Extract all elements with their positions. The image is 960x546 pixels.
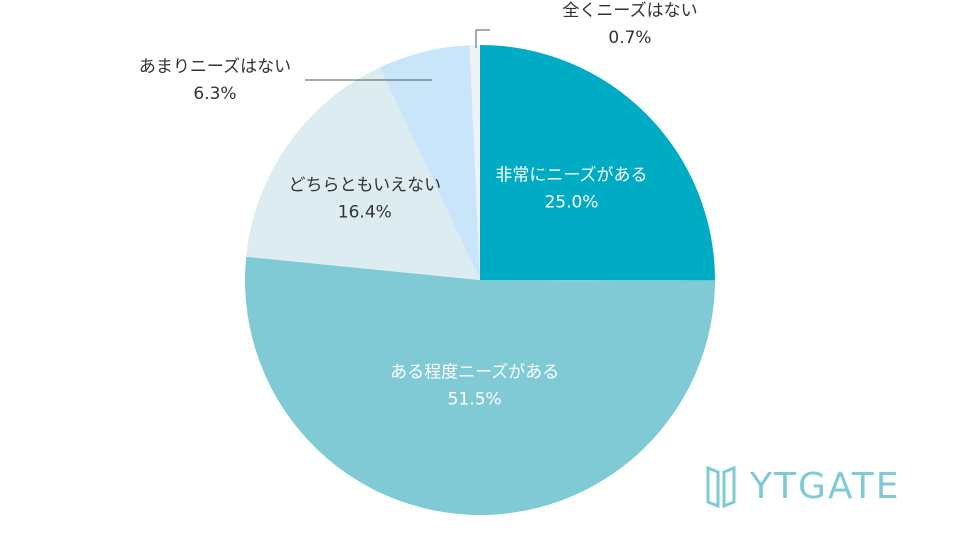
slice-label: 非常にニーズがある (495, 166, 647, 186)
slice-label: どちらともいえない (288, 176, 441, 196)
slice-value: 51.5% (448, 390, 502, 410)
slice-value: 0.7% (608, 28, 651, 48)
slice-value: 25.0% (544, 193, 598, 213)
pie-slice (244, 256, 715, 516)
leader-line (475, 29, 490, 48)
logo-text: YTGATE (749, 466, 900, 507)
pie-slice (379, 45, 480, 280)
pie-slice (246, 67, 480, 280)
logo-icon (706, 465, 736, 509)
slice-label: ある程度ニーズがある (390, 363, 559, 383)
slice-value: 16.4% (338, 203, 392, 223)
slice-label: あまりニーズはない (139, 57, 291, 77)
slice-value: 6.3% (193, 84, 236, 104)
slice-label: 全くニーズはない (562, 1, 697, 21)
pie-slice (480, 45, 715, 281)
pie-slice (469, 45, 480, 280)
logo: YTGATE (706, 465, 900, 509)
